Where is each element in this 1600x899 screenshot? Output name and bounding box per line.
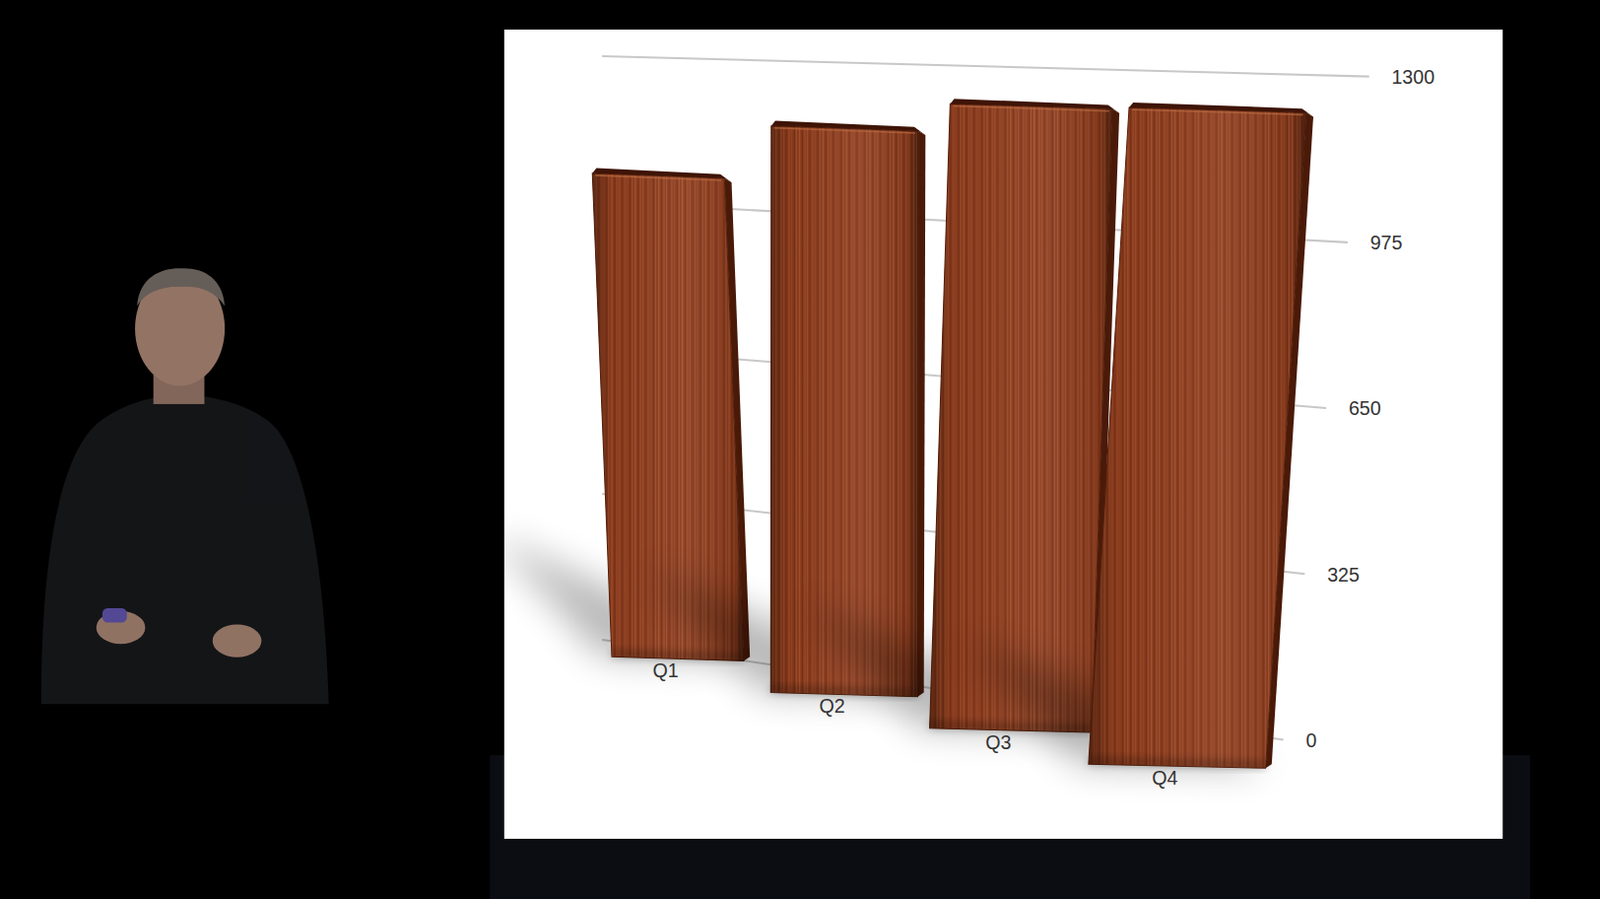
bar-cap-edge bbox=[774, 128, 916, 134]
bar-cap-edge bbox=[595, 175, 722, 181]
y-tick-label: 1300 bbox=[1391, 66, 1435, 88]
bar-shading bbox=[930, 103, 1113, 733]
y-tick-label: 975 bbox=[1370, 231, 1403, 254]
slide bbox=[504, 29, 1503, 839]
presenter bbox=[41, 267, 330, 704]
y-tick-label: 0 bbox=[1305, 729, 1317, 751]
x-tick-label: Q1 bbox=[652, 659, 678, 681]
x-tick-label: Q2 bbox=[818, 694, 845, 717]
bar-3d bbox=[1088, 102, 1314, 768]
presenter-hand bbox=[212, 624, 263, 658]
x-tick-label: Q3 bbox=[985, 731, 1011, 753]
y-tick-label: 650 bbox=[1348, 397, 1382, 419]
bar-cap-edge bbox=[953, 105, 1110, 111]
bar-cap bbox=[771, 121, 927, 135]
bar-shading bbox=[770, 126, 919, 697]
labels: 0 325 650 975 1300 Q1 Q2 Q3 Q4 bbox=[652, 66, 1435, 789]
y-tick-label: 325 bbox=[1327, 563, 1360, 586]
bar-cap bbox=[592, 168, 732, 183]
bars bbox=[504, 98, 1314, 768]
plot bbox=[504, 56, 1370, 768]
grid-line bbox=[601, 56, 1369, 77]
stage: 0 325 650 975 1300 Q1 Q2 Q3 Q4 bbox=[0, 0, 1600, 899]
bar-3d bbox=[770, 121, 926, 697]
presenter-body bbox=[41, 394, 330, 705]
bar-shading bbox=[1088, 107, 1307, 768]
background bbox=[0, 0, 1600, 899]
bar-cap-edge bbox=[1132, 109, 1303, 115]
bar bbox=[930, 103, 1113, 733]
presenter-remote bbox=[102, 607, 128, 622]
bar-cap bbox=[1129, 102, 1314, 117]
presenter-hair bbox=[136, 267, 225, 306]
bar bbox=[770, 126, 919, 697]
bar-cap bbox=[949, 98, 1120, 113]
bar-3d bbox=[930, 98, 1121, 733]
bar-side bbox=[917, 131, 926, 697]
x-tick-label: Q4 bbox=[1151, 766, 1178, 789]
bar bbox=[1088, 107, 1307, 768]
